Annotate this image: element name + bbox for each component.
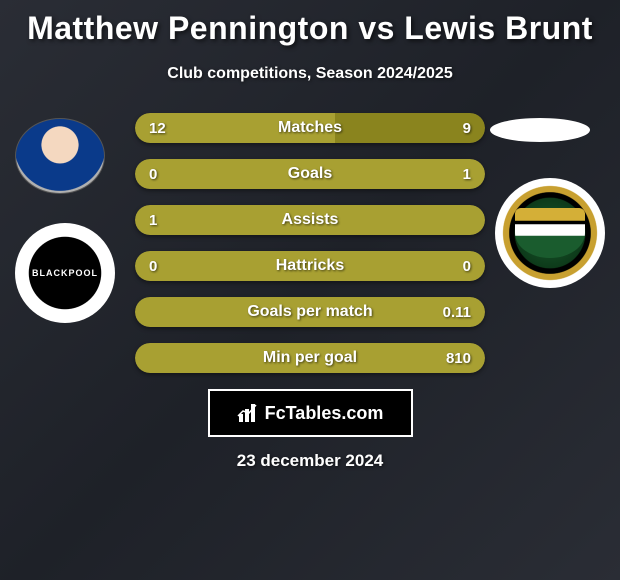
stat-label: Goals <box>135 165 485 183</box>
stat-row: 129Matches <box>135 113 485 143</box>
player-photo-right <box>490 118 590 142</box>
stat-label: Goals per match <box>135 303 485 321</box>
club-badge-left-inner: BLACKPOOL <box>24 232 106 314</box>
stat-row: 00Hattricks <box>135 251 485 281</box>
stat-label: Assists <box>135 211 485 229</box>
stats-wrapper: BLACKPOOL 129Matches 01Goals 1Assists 00Hat… <box>0 113 620 373</box>
footer-badge: FcTables.com <box>208 389 413 437</box>
stat-label: Hattricks <box>135 257 485 275</box>
club-left-label: BLACKPOOL <box>32 268 98 278</box>
club-badge-right <box>495 178 605 288</box>
page-title: Matthew Pennington vs Lewis Brunt <box>0 10 620 47</box>
subtitle: Club competitions, Season 2024/2025 <box>0 65 620 83</box>
stat-row: 0.11Goals per match <box>135 297 485 327</box>
stat-label: Min per goal <box>135 349 485 367</box>
stat-rows: 129Matches 01Goals 1Assists 00Hattricks 0.11… <box>135 113 485 373</box>
stat-row: 01Goals <box>135 159 485 189</box>
chart-icon <box>237 402 259 424</box>
footer-site-text: FcTables.com <box>265 403 384 424</box>
stat-row: 810Min per goal <box>135 343 485 373</box>
stat-row: 1Assists <box>135 205 485 235</box>
stat-label: Matches <box>135 119 485 137</box>
club-badge-left: BLACKPOOL <box>15 223 115 323</box>
footer-date: 23 december 2024 <box>0 451 620 471</box>
player-photo-left <box>15 118 105 194</box>
club-badge-right-inner <box>515 208 585 258</box>
